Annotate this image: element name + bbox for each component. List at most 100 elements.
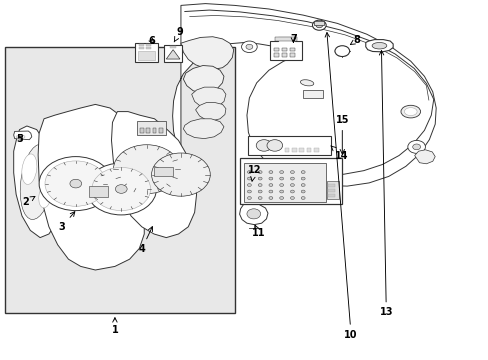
Ellipse shape (16, 135, 25, 139)
Circle shape (258, 171, 262, 174)
Circle shape (290, 177, 294, 180)
Bar (139, 44, 143, 46)
Bar (282, 48, 286, 51)
Polygon shape (191, 87, 225, 108)
Polygon shape (166, 50, 180, 59)
Text: 5: 5 (16, 134, 23, 144)
Circle shape (268, 190, 272, 193)
Bar (239, 158, 342, 204)
Circle shape (279, 177, 283, 180)
Circle shape (301, 190, 305, 193)
Ellipse shape (400, 105, 420, 118)
Polygon shape (183, 66, 224, 93)
Circle shape (247, 177, 251, 180)
Bar (163, 45, 182, 62)
Polygon shape (334, 46, 349, 56)
Text: 2: 2 (22, 197, 35, 207)
Bar (159, 128, 163, 133)
Text: 4: 4 (138, 227, 152, 254)
Circle shape (247, 171, 251, 174)
Circle shape (276, 47, 290, 57)
Bar (303, 90, 322, 98)
Circle shape (240, 171, 256, 182)
Bar (282, 53, 286, 57)
Circle shape (258, 184, 262, 186)
Text: 11: 11 (252, 225, 265, 238)
Polygon shape (172, 4, 435, 186)
Circle shape (407, 140, 425, 153)
Circle shape (113, 145, 180, 194)
Bar (146, 47, 150, 49)
Circle shape (301, 197, 305, 199)
Circle shape (151, 153, 210, 196)
Circle shape (70, 179, 81, 188)
Ellipse shape (404, 108, 416, 116)
Circle shape (247, 184, 251, 186)
Circle shape (268, 177, 272, 180)
Bar (248, 136, 330, 155)
Bar (140, 128, 143, 133)
Bar (137, 121, 166, 135)
Text: 8: 8 (350, 35, 360, 45)
Bar (274, 53, 279, 57)
Bar (146, 44, 150, 46)
Polygon shape (14, 131, 32, 140)
Bar (313, 148, 318, 152)
Circle shape (258, 177, 262, 180)
Circle shape (290, 190, 294, 193)
Circle shape (268, 197, 272, 199)
Bar (299, 148, 304, 152)
Bar (5, 47, 234, 313)
Ellipse shape (371, 42, 386, 49)
Circle shape (412, 144, 420, 150)
Circle shape (301, 171, 305, 174)
Bar (306, 148, 311, 152)
Bar (135, 43, 158, 62)
Circle shape (266, 140, 282, 151)
Bar (274, 48, 279, 51)
Bar (326, 181, 338, 199)
Circle shape (258, 190, 262, 193)
Text: 6: 6 (148, 36, 155, 46)
Text: 3: 3 (59, 212, 75, 232)
Bar (289, 48, 294, 51)
Text: 15: 15 (335, 115, 348, 154)
Text: 13: 13 (379, 51, 392, 318)
Circle shape (241, 41, 257, 53)
Bar (139, 47, 143, 49)
Circle shape (301, 177, 305, 180)
Circle shape (92, 167, 150, 211)
Bar (245, 183, 250, 192)
Bar (243, 163, 325, 202)
Bar (154, 167, 172, 176)
Text: 9: 9 (174, 27, 183, 42)
Polygon shape (14, 126, 59, 238)
Polygon shape (270, 37, 302, 60)
Circle shape (45, 161, 106, 206)
Circle shape (290, 197, 294, 199)
Text: 12: 12 (247, 165, 261, 181)
Text: 1: 1 (111, 318, 118, 336)
Circle shape (247, 190, 251, 193)
Bar (327, 194, 335, 197)
Bar (314, 21, 324, 25)
Circle shape (39, 157, 112, 211)
Bar (152, 128, 156, 133)
Bar (327, 189, 335, 192)
Polygon shape (181, 37, 233, 69)
Text: 14: 14 (330, 146, 347, 161)
Circle shape (280, 50, 286, 54)
Circle shape (86, 163, 156, 215)
Ellipse shape (22, 154, 37, 184)
Polygon shape (38, 104, 144, 270)
Bar (170, 46, 176, 48)
Circle shape (290, 171, 294, 174)
Bar (89, 186, 108, 197)
Bar (275, 37, 296, 41)
Circle shape (256, 140, 271, 151)
Bar (284, 148, 289, 152)
Circle shape (268, 171, 272, 174)
Polygon shape (239, 203, 267, 225)
Ellipse shape (300, 80, 313, 86)
Circle shape (315, 23, 322, 28)
